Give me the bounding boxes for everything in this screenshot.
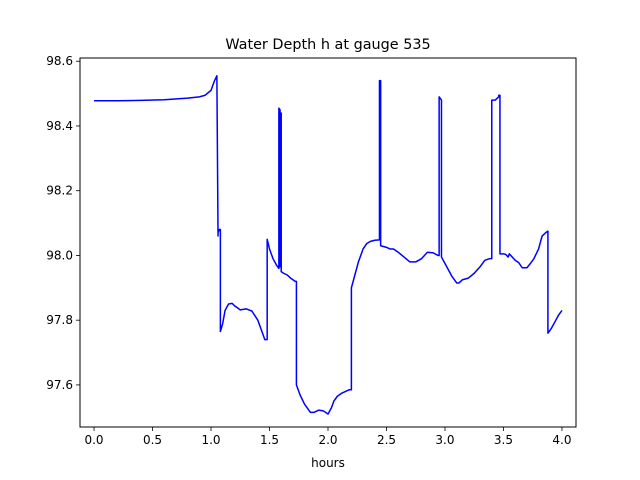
chart-title: Water Depth h at gauge 535 — [225, 37, 430, 53]
x-tick-label: 1.0 — [201, 433, 220, 447]
x-axis-label: hours — [311, 456, 345, 470]
y-tick-label: 97.6 — [46, 378, 73, 392]
x-tick-label: 2.0 — [318, 433, 337, 447]
x-tick-label: 0.5 — [143, 433, 162, 447]
y-tick-label: 98.0 — [46, 248, 73, 262]
y-axis-ticks: 97.6 97.8 98.0 98.2 98.4 98.6 — [46, 54, 80, 392]
x-tick-label: 3.5 — [494, 433, 513, 447]
series-line-1 — [94, 75, 563, 415]
plot-area — [94, 75, 563, 415]
x-tick-label: 0.0 — [84, 433, 103, 447]
y-tick-label: 98.4 — [46, 119, 73, 133]
x-tick-label: 4.0 — [552, 433, 571, 447]
y-tick-label: 98.6 — [46, 54, 73, 68]
x-tick-label: 1.5 — [260, 433, 279, 447]
y-tick-label: 97.8 — [46, 313, 73, 327]
x-axis-ticks: 0.0 0.5 1.0 1.5 2.0 2.5 3.0 3.5 4.0 — [84, 427, 572, 447]
y-tick-label: 98.2 — [46, 184, 73, 198]
x-tick-label: 2.5 — [377, 433, 396, 447]
x-tick-label: 3.0 — [435, 433, 454, 447]
